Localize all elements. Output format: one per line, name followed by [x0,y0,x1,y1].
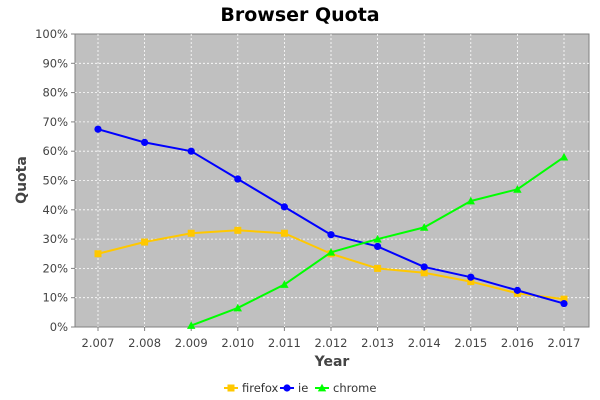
data-point-chrome [326,248,336,256]
y-tick-label: 60% [42,144,68,158]
x-tick-label: 2.009 [175,336,208,350]
data-point-firefox [94,250,102,258]
legend-marker [227,384,235,392]
data-point-ie [513,286,522,294]
series-chrome [187,152,569,329]
x-tick-label: 2.008 [128,336,161,350]
chart-title: Browser Quota [220,4,379,26]
y-tick-label: 70% [42,115,68,129]
y-tick-label: 50% [42,174,68,188]
data-point-chrome [187,321,196,329]
x-tick-label: 2.010 [221,336,254,350]
data-point-ie [420,263,428,271]
x-tick-label: 2.014 [408,336,441,350]
y-tick-label: 90% [42,56,68,70]
legend-item-ie: ie [280,381,308,395]
x-tick-label: 2.016 [501,336,534,350]
y-tick-label: 80% [42,86,68,100]
data-point-firefox [420,269,428,277]
x-tick-label: 2.011 [268,336,301,350]
y-tick-label: 30% [42,232,68,246]
data-point-firefox [234,226,242,234]
y-tick-label: 100% [35,27,68,41]
y-tick-label: 40% [42,203,68,217]
data-point-firefox [187,229,195,237]
series-ie [94,125,568,308]
legend-label: firefox [242,381,279,395]
x-tick-label: 2.017 [548,336,581,350]
y-tick-label: 0% [50,320,68,334]
data-point-firefox [467,278,475,286]
y-tick-label: 20% [42,261,68,275]
data-point-chrome [233,303,242,312]
grid [75,34,589,327]
data-point-chrome [466,196,475,205]
y-axis-label: Quota [14,156,30,204]
data-point-ie [327,231,335,239]
x-tick-label: 2.012 [315,336,348,350]
legend-marker [283,384,291,392]
data-point-ie [187,147,195,155]
legend: firefox ie chrome [224,381,376,395]
data-point-ie [94,125,102,133]
data-point-chrome [513,185,522,193]
legend-item-firefox: firefox [224,381,279,395]
y-tick-label: 10% [42,291,68,305]
data-point-ie [374,242,382,251]
series-layer [94,125,569,329]
legend-label: ie [298,381,308,395]
data-point-firefox [141,238,149,246]
x-tick-label: 2.013 [361,336,394,350]
data-point-firefox [280,229,288,237]
legend-label: chrome [333,381,376,395]
data-point-firefox [374,264,382,272]
x-tick-label: 2.015 [454,336,487,350]
axis-ticks: 0% 10% 20% 30% 40% 50% 60% 70% 80% 90% 100% 2.007 2.… [35,27,580,350]
data-point-ie [280,203,288,211]
x-axis-label: Year [314,354,350,370]
data-point-ie [467,273,475,281]
legend-item-chrome: chrome [315,381,376,395]
x-tick-label: 2.007 [82,336,115,350]
data-point-chrome [373,234,382,243]
data-point-ie [141,138,149,147]
legend-marker [317,383,327,392]
data-point-chrome [280,280,289,288]
data-point-ie [560,299,568,308]
data-point-chrome [559,152,569,161]
data-point-chrome [420,223,429,231]
data-point-ie [234,175,242,183]
data-point-firefox [560,295,568,303]
